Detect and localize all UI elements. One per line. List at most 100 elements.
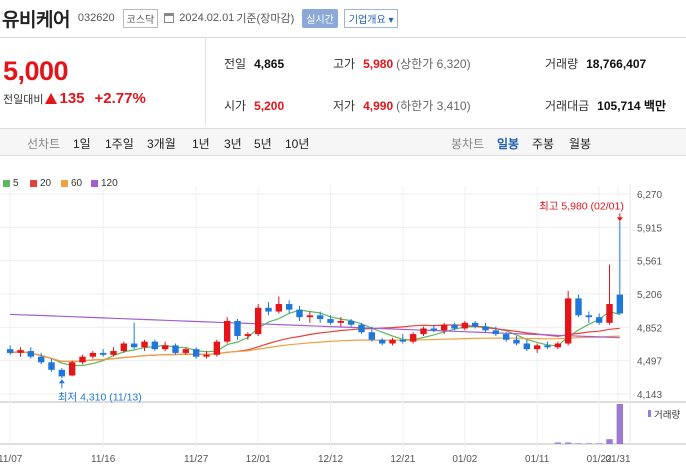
candle-body (130, 343, 138, 348)
tab-daily[interactable]: 일봉 (497, 137, 520, 151)
legend-label: 5 (13, 178, 19, 189)
candle-body (182, 349, 190, 353)
x-tick-label: 01/31 (605, 454, 630, 465)
candle-body (89, 352, 97, 357)
legend-ma5: 5 (3, 178, 19, 189)
x-tick-label: 01/22 (587, 454, 612, 465)
candle-body (575, 298, 582, 316)
change-label: 전일대비 (3, 93, 44, 106)
tab-monthly[interactable]: 월봉 (569, 137, 592, 151)
period-1y[interactable]: 1년 (192, 137, 210, 151)
x-tick-label: 01/02 (452, 454, 477, 465)
candle-body (141, 341, 148, 348)
stat-value: 5,200 (254, 99, 285, 113)
stock-name: 유비케어 (2, 9, 70, 31)
candle-body (99, 352, 107, 355)
candle-body (554, 343, 562, 348)
candle-body (17, 350, 24, 353)
volume-bar (595, 443, 603, 444)
candle-body (409, 334, 417, 342)
stat-value: 105,714 (597, 99, 641, 113)
amount-unit: 백만 (643, 99, 666, 113)
corp-info-label: 기업개요 (348, 14, 386, 26)
candle-body (265, 307, 272, 312)
x-tick-label: 11/27 (184, 454, 209, 465)
volume-bar (564, 442, 572, 444)
candle-body (203, 354, 210, 357)
y-tick-label: 6,270 (637, 190, 662, 201)
stat-label: 시가 (224, 99, 247, 113)
candle-body (192, 349, 200, 357)
y-tick-label: 5,561 (637, 257, 662, 268)
period-3m[interactable]: 3개월 (147, 137, 176, 151)
calendar-icon (164, 13, 175, 23)
realtime-button[interactable]: 실시간 (302, 8, 338, 28)
candle-body (68, 362, 76, 376)
y-tick-label: 4,852 (637, 323, 662, 334)
candle-body (316, 315, 324, 320)
period-5y[interactable]: 5년 (254, 137, 272, 151)
stat-label: 저가 (333, 99, 356, 113)
volume-bar (585, 443, 593, 444)
stat-value: 18,766,407 (586, 57, 647, 71)
legend-ma120: 120 (91, 178, 118, 189)
candle-body (451, 324, 458, 329)
candle-body (27, 351, 35, 357)
stat-prev-close: 전일 4,865 (224, 55, 284, 72)
ma-line-5 (10, 309, 620, 367)
change-percent: +2.77% (94, 90, 146, 107)
divider (0, 37, 686, 38)
candle-body (151, 341, 159, 350)
legend-swatch (91, 180, 98, 187)
candle-body (492, 330, 500, 335)
stat-open: 시가 5,200 (224, 97, 284, 114)
stat-low: 저가 4,990 (하한가 3,410) (333, 97, 471, 114)
y-tick-label: 4,143 (637, 390, 662, 401)
stat-label: 고가 (333, 57, 356, 71)
candle-body (347, 320, 355, 325)
price-change: 전일대비 135 +2.77% (3, 90, 146, 107)
candle-body (110, 351, 117, 355)
line-chart-label: 선차트 (27, 137, 61, 151)
x-tick-label: 11/07 (0, 454, 23, 465)
candle-body (564, 298, 572, 344)
candle-body (37, 356, 45, 363)
candle-body (172, 345, 179, 353)
stat-volume: 거래량 18,766,407 (545, 55, 646, 72)
stat-label: 거래대금 (545, 99, 590, 113)
candle-body (513, 339, 520, 344)
x-tick-label: 12/01 (246, 454, 271, 465)
stat-value: 5,980 (363, 57, 394, 71)
period-1d[interactable]: 1일 (73, 137, 91, 151)
low-annotation: 최저 4,310 (11/13) (58, 391, 142, 403)
volume-bar (616, 404, 624, 444)
candle-body (544, 345, 551, 348)
high-annotation: 최고 5,980 (02/01) (539, 200, 624, 212)
stat-value: 4,990 (363, 99, 394, 113)
candle-body (6, 349, 14, 353)
candle-body (223, 320, 231, 342)
period-3y[interactable]: 3년 (224, 137, 242, 151)
period-bar: 선차트 1일 1주일 3개월 1년 3년 5년 10년 봉차트 일봉 주봉 월봉 (0, 128, 686, 156)
candle-body (285, 304, 293, 310)
period-1w[interactable]: 1주일 (105, 137, 134, 151)
candle-body (234, 320, 241, 336)
candle-body (595, 317, 603, 323)
candle-body (213, 341, 221, 355)
period-10y[interactable]: 10년 (285, 137, 310, 151)
candle-body (120, 343, 128, 352)
candle-body (48, 362, 55, 370)
candle-body (337, 320, 345, 323)
y-tick-label: 4,497 (637, 357, 662, 368)
lower-limit: (하한가 3,410) (396, 99, 471, 113)
upper-limit: (상한가 6,320) (396, 57, 471, 71)
corp-info-dropdown[interactable]: 기업개요 ▾ (343, 8, 399, 28)
x-tick-label: 12/21 (390, 454, 415, 465)
tab-weekly[interactable]: 주봉 (532, 137, 555, 151)
candle-body (327, 319, 334, 323)
candle-body (482, 326, 489, 331)
stock-code: 032620 (77, 12, 115, 24)
candle-body (358, 324, 365, 333)
